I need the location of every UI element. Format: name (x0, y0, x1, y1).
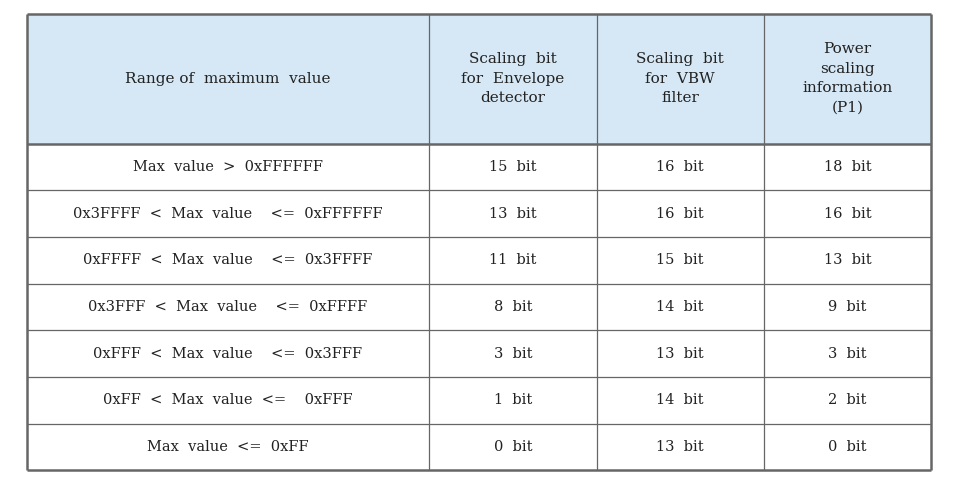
Text: 0xFFF  <  Max  value    <=  0x3FFF: 0xFFF < Max value <= 0x3FFF (94, 347, 363, 361)
Bar (429, 377, 597, 424)
Text: 0x3FFF  <  Max  value    <=  0xFFFF: 0x3FFF < Max value <= 0xFFFF (88, 300, 368, 314)
Bar (764, 284, 931, 331)
Bar (597, 190, 764, 237)
Text: Scaling  bit
for  Envelope
detector: Scaling bit for Envelope detector (462, 52, 564, 105)
Text: Range of  maximum  value: Range of maximum value (125, 72, 331, 86)
Text: 13  bit: 13 bit (490, 207, 536, 221)
Text: 0  bit: 0 bit (493, 440, 532, 454)
Text: 3  bit: 3 bit (829, 347, 867, 361)
Text: 0xFF  <  Max  value  <=    0xFFF: 0xFF < Max value <= 0xFFF (103, 393, 353, 408)
Text: 13  bit: 13 bit (656, 440, 704, 454)
Bar (597, 237, 764, 284)
Bar (27, 14, 429, 144)
Text: 14  bit: 14 bit (656, 300, 704, 314)
Bar (27, 284, 429, 331)
Text: 18  bit: 18 bit (824, 160, 872, 174)
Text: 16  bit: 16 bit (824, 207, 872, 221)
Bar (764, 331, 931, 377)
Text: 13  bit: 13 bit (824, 254, 872, 268)
Bar (27, 190, 429, 237)
Bar (764, 190, 931, 237)
Text: Power
scaling
information
(P1): Power scaling information (P1) (803, 43, 893, 115)
Text: Max  value  >  0xFFFFFF: Max value > 0xFFFFFF (133, 160, 323, 174)
Bar (764, 237, 931, 284)
Text: Max  value  <=  0xFF: Max value <= 0xFF (148, 440, 308, 454)
Text: 15  bit: 15 bit (490, 160, 536, 174)
Bar (27, 377, 429, 424)
Text: Scaling  bit
for  VBW
filter: Scaling bit for VBW filter (636, 52, 724, 105)
Bar (597, 284, 764, 331)
Text: 0x3FFFF  <  Max  value    <=  0xFFFFFF: 0x3FFFF < Max value <= 0xFFFFFF (73, 207, 383, 221)
Text: 0  bit: 0 bit (829, 440, 867, 454)
Bar (429, 14, 597, 144)
Text: 15  bit: 15 bit (656, 254, 704, 268)
Bar (764, 144, 931, 190)
Text: 0xFFFF  <  Max  value    <=  0x3FFFF: 0xFFFF < Max value <= 0x3FFFF (83, 254, 373, 268)
Text: 3  bit: 3 bit (493, 347, 532, 361)
Bar (597, 144, 764, 190)
Bar (597, 331, 764, 377)
Text: 2  bit: 2 bit (829, 393, 867, 408)
Text: 14  bit: 14 bit (656, 393, 704, 408)
Text: 1  bit: 1 bit (493, 393, 532, 408)
Bar (27, 424, 429, 470)
Bar (597, 377, 764, 424)
Bar (429, 190, 597, 237)
Text: 16  bit: 16 bit (656, 160, 704, 174)
Bar (764, 14, 931, 144)
Bar (27, 144, 429, 190)
Text: 16  bit: 16 bit (656, 207, 704, 221)
Bar (764, 377, 931, 424)
Bar (429, 424, 597, 470)
Bar (597, 424, 764, 470)
Text: 8  bit: 8 bit (493, 300, 532, 314)
Bar (764, 424, 931, 470)
Bar (597, 14, 764, 144)
Text: 11  bit: 11 bit (490, 254, 536, 268)
Bar (27, 237, 429, 284)
Bar (429, 144, 597, 190)
Text: 9  bit: 9 bit (829, 300, 867, 314)
Bar (429, 331, 597, 377)
Bar (429, 284, 597, 331)
Text: 13  bit: 13 bit (656, 347, 704, 361)
Bar (429, 237, 597, 284)
Bar (27, 331, 429, 377)
